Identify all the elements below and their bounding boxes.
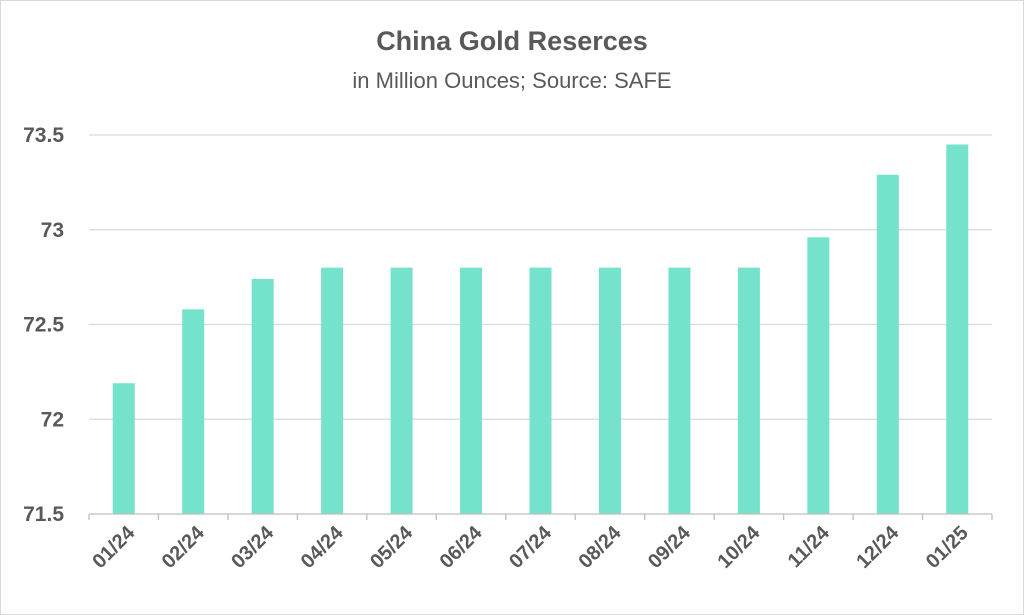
y-tick-label: 71.5 xyxy=(23,503,64,526)
bar xyxy=(460,267,483,514)
x-tick-label: 01/24 xyxy=(88,521,140,573)
x-axis xyxy=(88,513,993,520)
y-tick-label: 73 xyxy=(41,219,64,242)
y-axis-ticks: 71.5 72 72.5 73 73.5 xyxy=(23,124,64,526)
x-tick-label: 01/25 xyxy=(922,522,973,573)
chart-title: China Gold Reserces xyxy=(376,26,648,56)
x-tick-label: 08/24 xyxy=(575,521,627,573)
x-tick-label: 07/24 xyxy=(505,521,557,573)
bar xyxy=(390,267,413,514)
x-tick-label: 02/24 xyxy=(158,521,210,573)
y-tick-label: 73.5 xyxy=(23,124,64,147)
x-tick-label: 10/24 xyxy=(713,521,765,573)
bar xyxy=(737,267,760,514)
x-tick-label: 06/24 xyxy=(436,521,488,573)
x-tick-label: 12/24 xyxy=(852,521,904,573)
y-tick-label: 72.5 xyxy=(23,314,64,337)
bar xyxy=(529,267,552,514)
bar xyxy=(321,267,344,514)
chart-subtitle: in Million Ounces; Source: SAFE xyxy=(352,68,672,93)
bars xyxy=(112,144,969,515)
bar xyxy=(668,267,691,514)
bar xyxy=(182,309,205,514)
bar xyxy=(251,279,274,514)
x-tick-label: 03/24 xyxy=(227,521,279,573)
x-tick-label: 05/24 xyxy=(366,521,418,573)
x-axis-ticks: 01/24 02/24 03/24 04/24 05/24 06/24 07/24 08/24… xyxy=(88,521,972,573)
x-tick-label: 09/24 xyxy=(644,521,696,573)
bar xyxy=(598,267,621,514)
x-tick-label: 04/24 xyxy=(297,521,349,573)
bar xyxy=(807,237,830,514)
bar xyxy=(946,144,969,514)
x-tick-label: 11/24 xyxy=(784,521,835,572)
bar xyxy=(876,174,899,515)
y-tick-label: 72 xyxy=(41,408,64,431)
bar xyxy=(112,383,135,514)
